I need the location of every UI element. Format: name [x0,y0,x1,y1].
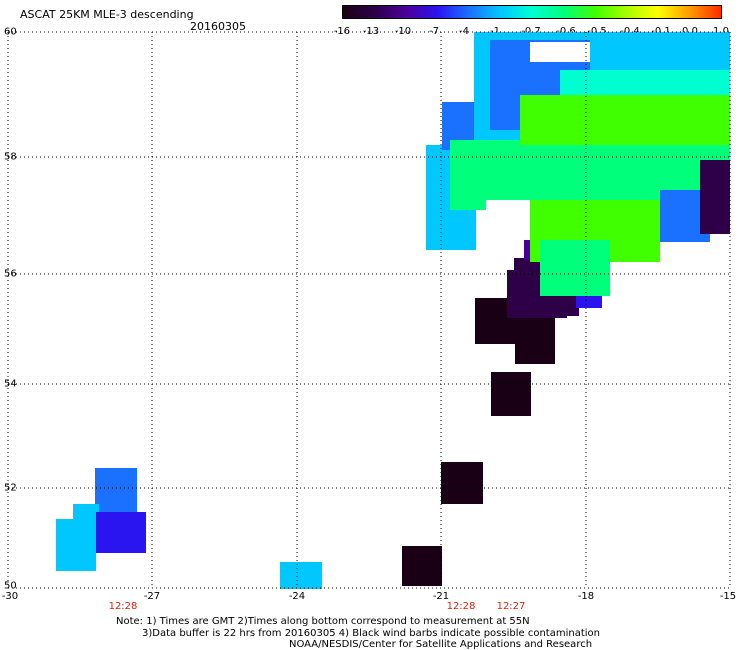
data-cell [73,504,99,520]
product-title: ASCAT 25KM MLE-3 descending [20,8,194,21]
lat-tick-label: 50 [4,580,17,592]
pass-time-label: 12:28 [108,601,138,612]
data-cells [56,32,730,589]
pass-time-label: 12:27 [496,601,526,612]
colorbar-label: -7 [429,26,439,37]
lon-tick-label: -18 [577,591,595,602]
lat-tick-label: 54 [4,378,17,390]
lon-tick-label: -30 [1,591,19,602]
data-cell [515,318,555,364]
colorbar-label: -0.6 [556,26,576,37]
data-cell [96,512,146,553]
lon-tick-label: -24 [288,591,306,602]
data-cell [540,240,610,296]
product-date: 20160305 [190,20,246,33]
colorbar-label: -0.7 [521,26,541,37]
colorbar-label: -16 [333,26,351,37]
data-cell [555,296,579,316]
note-line-3: NOAA/NESDIS/Center for Satellite Applica… [289,639,593,650]
colorbar-label: -0.4 [620,26,640,37]
data-cell [95,468,137,514]
colorbar-label: -1 [490,26,500,37]
data-cell [486,200,530,218]
pass-time-label: 12:28 [446,601,476,612]
data-cell [491,372,531,416]
colorbar-label: -13 [362,26,380,37]
lon-tick-label: -15 [719,591,737,602]
note-line-1: Note: 1) Times are GMT 2)Times along bot… [116,616,530,627]
data-cell [402,546,442,586]
lat-tick-label: 52 [4,482,17,494]
data-cell [56,519,96,571]
data-cell [520,95,730,145]
data-cell [700,160,730,234]
colorbar-label: -10 [394,26,412,37]
lat-tick-label: 60 [4,26,17,38]
lat-tick-label: 58 [4,151,17,163]
lon-tick-label: -27 [143,591,161,602]
lat-tick-label: 56 [4,268,17,280]
note-line-2: 3)Data buffer is 22 hrs from 20160305 4)… [142,628,600,639]
mle-colorbar [342,5,722,19]
data-cell [530,42,590,62]
graticule [7,31,731,589]
data-cell [280,562,322,589]
lon-tick-label: -21 [432,591,450,602]
colorbar-label: 0.0 [682,26,698,37]
data-cell [441,462,483,504]
data-cell [514,258,540,276]
